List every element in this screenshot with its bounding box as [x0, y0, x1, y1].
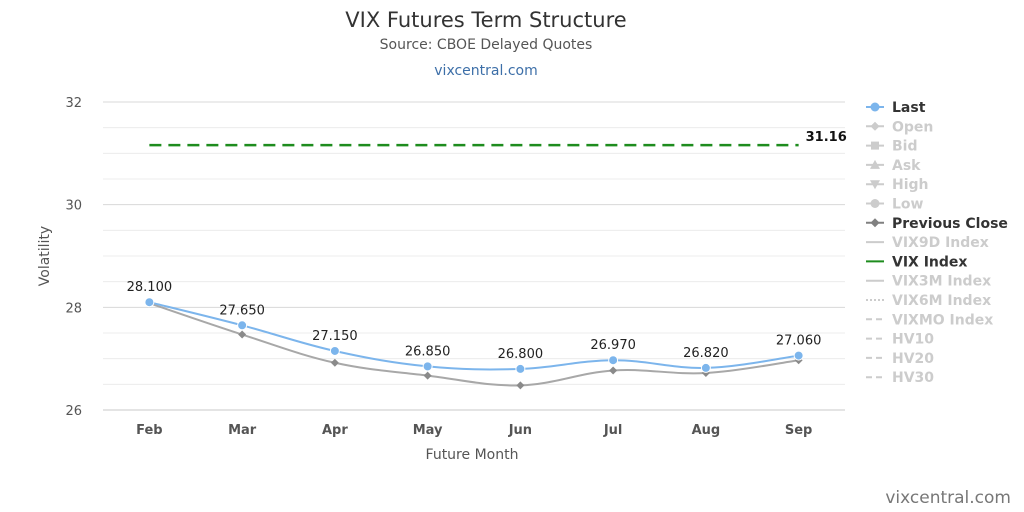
previous-close-point[interactable]	[423, 371, 432, 380]
diamond-line-icon	[866, 218, 884, 228]
legend-item-vixmo-index[interactable]: VIXMO Index	[866, 312, 993, 328]
legend-item-hv30[interactable]: HV30	[866, 370, 934, 386]
legend-label: Last	[892, 100, 926, 116]
legend-label: HV10	[892, 332, 934, 348]
x-tick-label: May	[413, 423, 443, 438]
chart-title: VIX Futures Term Structure	[345, 8, 627, 32]
diamond-line-icon	[866, 121, 884, 131]
legend-item-last[interactable]: Last	[866, 100, 926, 116]
previous-close-point[interactable]	[238, 330, 247, 339]
previous-close-point[interactable]	[330, 358, 339, 367]
last-data-label: 26.800	[498, 347, 544, 362]
legend-label: VIX9D Index	[892, 235, 989, 251]
legend-item-high[interactable]: High	[866, 177, 929, 193]
x-tick-label: Mar	[228, 423, 257, 438]
last-point[interactable]	[608, 355, 619, 366]
last-point[interactable]	[515, 363, 526, 374]
last-line	[149, 301, 799, 371]
y-tick-label: 30	[65, 199, 82, 214]
triangle-down-line-icon	[866, 180, 884, 190]
series-layer: 31.16 28.100 27.650 27.150 26.850 26.800 26.97…	[127, 130, 847, 390]
legend-label: VIX6M Index	[892, 293, 991, 309]
legend-label: VIX Index	[892, 254, 967, 270]
x-tick-label: Jun	[508, 423, 532, 438]
x-tick-label: Feb	[136, 423, 162, 438]
x-tick-label: Sep	[785, 423, 813, 438]
y-axis: 26 28 30 32 Volatility	[37, 96, 82, 419]
last-point[interactable]	[700, 362, 711, 373]
legend-label: HV30	[892, 370, 934, 386]
legend-label: Ask	[892, 158, 921, 174]
legend-item-vix6m-index[interactable]: VIX6M Index	[866, 293, 991, 309]
y-tick-label: 32	[65, 96, 82, 111]
legend-label: Previous Close	[892, 216, 1008, 232]
last-point[interactable]	[144, 297, 155, 308]
previous-close-point[interactable]	[516, 381, 525, 390]
x-tick-label: Aug	[692, 423, 721, 438]
triangle-line-icon	[866, 159, 884, 169]
last-point[interactable]	[237, 320, 248, 331]
last-data-label: 28.100	[127, 280, 173, 295]
vixcentral-link[interactable]: vixcentral.com	[434, 63, 538, 79]
legend-item-vix-index[interactable]: VIX Index	[866, 254, 967, 270]
legend-label: Low	[892, 197, 924, 213]
chart-subtitle: Source: CBOE Delayed Quotes	[379, 37, 593, 53]
legend-item-bid[interactable]: Bid	[866, 139, 918, 155]
legend-item-hv10[interactable]: HV10	[866, 332, 934, 348]
last-point[interactable]	[422, 361, 433, 372]
last-point[interactable]	[793, 350, 804, 361]
circle-line-icon	[866, 102, 884, 112]
legend-item-vix3m-index[interactable]: VIX3M Index	[866, 274, 991, 290]
last-data-label: 26.970	[590, 338, 636, 353]
last-data-label: 26.820	[683, 346, 729, 361]
last-data-label: 27.650	[219, 303, 265, 318]
circle-line-icon	[866, 199, 884, 208]
legend-item-vix9d-index[interactable]: VIX9D Index	[866, 235, 989, 251]
last-data-label: 27.060	[776, 334, 822, 349]
square-line-icon	[866, 141, 884, 150]
legend-label: High	[892, 177, 929, 193]
legend-label: VIXMO Index	[892, 312, 993, 328]
legend-item-ask[interactable]: Ask	[866, 158, 921, 174]
y-tick-label: 28	[65, 301, 82, 316]
x-tick-label: Apr	[322, 423, 348, 438]
vix-index-data-label: 31.16	[806, 130, 847, 145]
x-axis: Feb Mar Apr May Jun Jul Aug Sep Future Month	[103, 409, 845, 463]
y-axis-label: Volatility	[37, 226, 53, 286]
legend-item-previous-close[interactable]: Previous Close	[866, 216, 1008, 232]
last-data-label: 27.150	[312, 329, 358, 344]
legend-item-low[interactable]: Low	[866, 197, 924, 213]
legend-label: Bid	[892, 139, 918, 155]
legend-label: VIX3M Index	[892, 274, 991, 290]
legend-label: HV20	[892, 351, 934, 367]
x-axis-label: Future Month	[426, 447, 519, 463]
legend-label: Open	[892, 119, 933, 135]
previous-close-line	[149, 302, 799, 387]
x-tick-label: Jul	[603, 423, 623, 438]
last-data-label: 26.850	[405, 344, 451, 359]
last-point[interactable]	[329, 345, 340, 356]
legend-item-hv20[interactable]: HV20	[866, 351, 934, 367]
grid-lines	[103, 101, 845, 411]
legend: Last Open Bid Ask High Low Previous Close VIX9D…	[866, 100, 1008, 386]
previous-close-point[interactable]	[609, 366, 618, 375]
chart-credit[interactable]: vixcentral.com	[885, 488, 1011, 508]
legend-item-open[interactable]: Open	[866, 119, 933, 135]
y-tick-label: 26	[65, 404, 82, 419]
